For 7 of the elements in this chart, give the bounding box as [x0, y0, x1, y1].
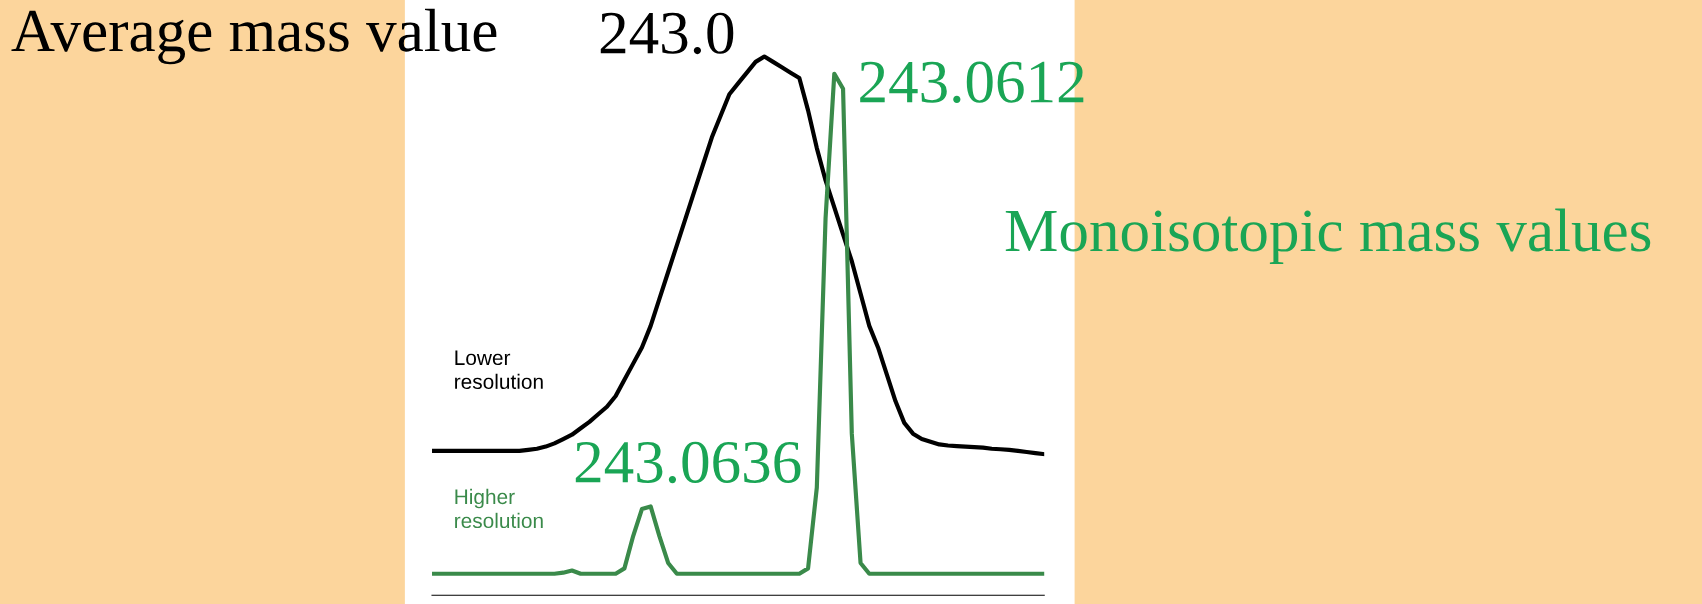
text: Higher resolution — [455, 488, 543, 529]
text: 243.0 — [600, 12, 734, 55]
annotation: Average mass value — [11, 8, 497, 65]
annotation: Monoisotopic mass values — [1005, 208, 1651, 264]
annotation: 243.0636 — [575, 441, 801, 484]
text: Lower resolution — [455, 350, 543, 390]
annotation: 243.0612 — [860, 61, 1084, 104]
